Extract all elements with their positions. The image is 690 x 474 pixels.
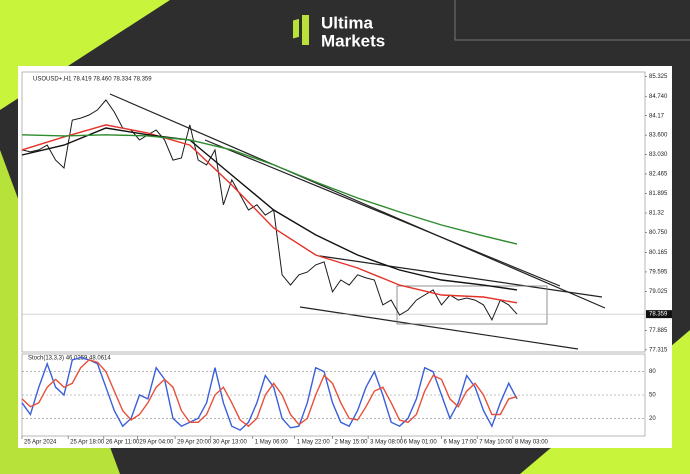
y-tick-label: 81.895 xyxy=(649,191,668,197)
y-tick-label: 83.030 xyxy=(649,152,668,158)
series-line xyxy=(21,124,518,304)
logo: Ultima Markets xyxy=(293,13,385,50)
brand-name: Markets xyxy=(321,31,385,50)
trend-line xyxy=(109,93,606,309)
series-line xyxy=(21,134,518,245)
x-tick-label: 3 May 08:00 xyxy=(370,440,404,446)
decor-line xyxy=(454,0,690,41)
y-tick-label: 81.32 xyxy=(649,211,665,217)
y-tick-label: 77.315 xyxy=(649,347,668,353)
logo-mark xyxy=(293,18,299,39)
last-price-label: 78.359 xyxy=(649,312,668,318)
x-tick-label: 6 May 17:00 xyxy=(444,440,478,446)
logo-mark xyxy=(302,15,309,45)
y-tick-label: 79.595 xyxy=(649,270,668,276)
x-tick-label: 29 Apr 20:00 xyxy=(177,440,212,446)
y-tick-label: 82.465 xyxy=(649,172,668,178)
x-tick-label: 7 May 10:00 xyxy=(479,440,513,446)
x-tick-label: 8 May 03:00 xyxy=(515,440,549,446)
range-box xyxy=(396,285,548,325)
x-tick-label: 1 May 22:00 xyxy=(297,440,331,446)
x-tick-label: 6 May 01:00 xyxy=(404,440,438,446)
series-line xyxy=(21,99,518,322)
y-tick-label: 84.17 xyxy=(649,113,665,119)
series-line xyxy=(21,359,518,428)
y-tick-label: 80 xyxy=(649,369,656,375)
y-tick-label: 79.025 xyxy=(649,289,668,295)
y-tick-label: 83.600 xyxy=(649,133,668,139)
chart-panel xyxy=(18,66,672,448)
y-tick-label: 77.885 xyxy=(649,328,668,334)
x-tick-label: 30 Apr 13:00 xyxy=(213,440,248,446)
brand-name: Ultima xyxy=(321,13,374,32)
y-tick-label: 80.165 xyxy=(649,250,668,256)
series-line xyxy=(21,127,518,291)
x-tick-label: 26 Apr 11:00 xyxy=(106,440,140,446)
y-tick-label: 20 xyxy=(649,416,656,422)
x-tick-label: 25 Apr 18:00 xyxy=(70,440,105,446)
y-tick-label: 84.740 xyxy=(649,94,668,100)
trend-line xyxy=(319,255,603,298)
plot-frame xyxy=(21,71,646,353)
x-tick-label: 25 Apr 2024 xyxy=(24,440,57,446)
x-tick-label: 1 May 06:00 xyxy=(255,440,289,446)
x-tick-label: 29 Apr 04:00 xyxy=(139,440,174,446)
y-tick-label: 80.750 xyxy=(649,230,668,236)
x-tick-label: 2 May 15:00 xyxy=(334,440,368,446)
indicator-title: Stoch(13,3,3) 46.0259 48.0614 xyxy=(28,356,111,362)
last-price-box xyxy=(646,310,672,319)
y-tick-label: 50 xyxy=(649,393,656,399)
y-tick-label: 85.325 xyxy=(649,74,668,80)
trend-line xyxy=(204,139,561,287)
chart-title: USOUSD+,H1 78.419 78.460 78.334 78.359 xyxy=(33,77,152,83)
